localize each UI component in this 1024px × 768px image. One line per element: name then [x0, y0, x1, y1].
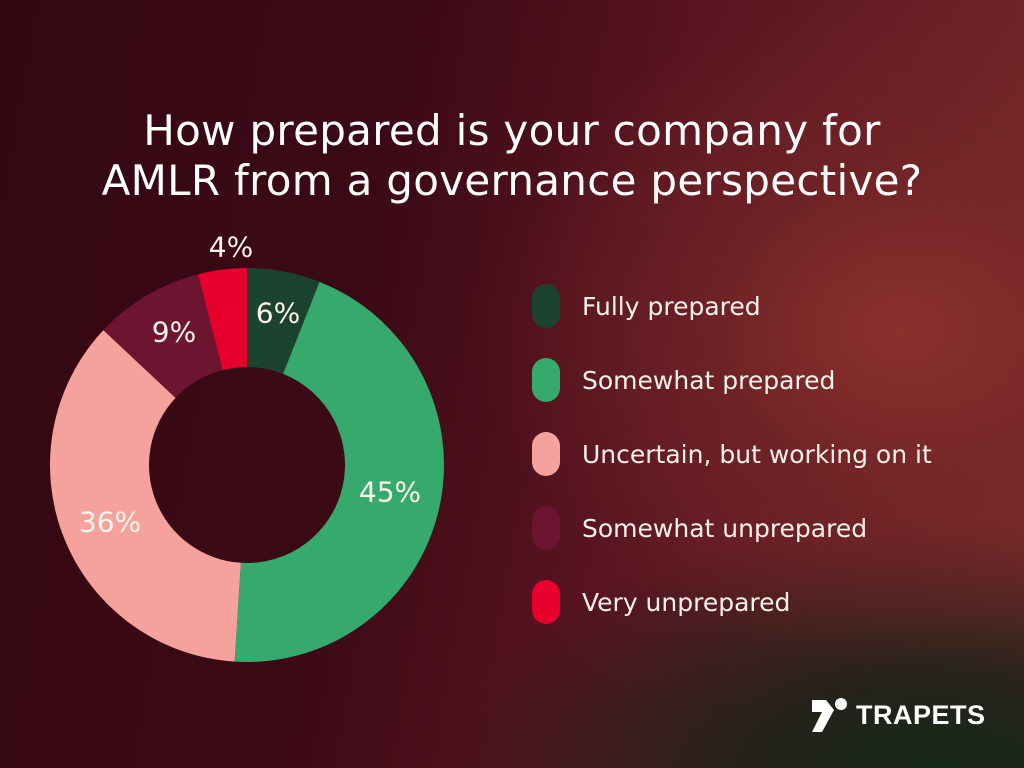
donut-slice	[234, 281, 444, 662]
label-very-unprepared: 4%	[208, 230, 254, 264]
legend-label: Somewhat prepared	[582, 365, 836, 395]
legend-swatch	[532, 580, 560, 624]
legend-item-somewhat-unprepared: Somewhat unprepared	[532, 506, 932, 550]
donut-chart: 6% 45% 36% 9% 4%	[40, 225, 460, 675]
label-somewhat-unprepared: 9%	[151, 315, 197, 349]
title-line-1: How prepared is your company for	[143, 106, 881, 156]
legend-item-somewhat-prepared: Somewhat prepared	[532, 358, 932, 402]
donut-slice	[50, 330, 241, 662]
legend-swatch	[532, 358, 560, 402]
title-line-2: AMLR from a governance perspective?	[101, 156, 923, 206]
donut-slice	[103, 274, 223, 398]
legend-label: Somewhat unprepared	[582, 513, 868, 543]
brand-logo: TRAPETS	[812, 698, 986, 732]
chart-legend: Fully prepared Somewhat prepared Uncerta…	[532, 284, 932, 654]
legend-label: Fully prepared	[582, 291, 761, 321]
chart-title: How prepared is your company for AMLR fr…	[0, 106, 1024, 206]
donut-slice	[247, 268, 320, 374]
legend-item-uncertain: Uncertain, but working on it	[532, 432, 932, 476]
legend-swatch	[532, 432, 560, 476]
label-uncertain: 36%	[78, 505, 142, 539]
legend-label: Uncertain, but working on it	[582, 439, 932, 469]
trapets-logo-icon	[812, 698, 847, 732]
brand-name: TRAPETS	[856, 699, 986, 730]
legend-swatch	[532, 506, 560, 550]
legend-label: Very unprepared	[582, 587, 791, 617]
label-fully-prepared: 6%	[255, 296, 301, 330]
legend-swatch	[532, 284, 560, 328]
donut-svg	[50, 268, 444, 662]
label-somewhat-prepared: 45%	[358, 475, 422, 509]
donut-slice	[198, 268, 247, 371]
legend-item-very-unprepared: Very unprepared	[532, 580, 932, 624]
legend-item-fully-prepared: Fully prepared	[532, 284, 932, 328]
